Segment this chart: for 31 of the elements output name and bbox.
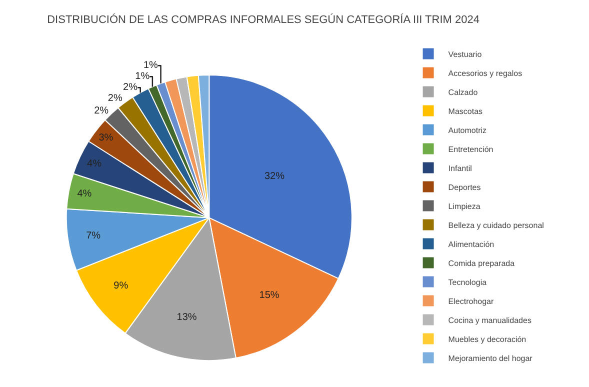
legend-label: Comida preparada	[448, 258, 516, 268]
legend-label: Electrohogar	[448, 296, 494, 306]
data-label: 7%	[86, 230, 101, 242]
legend-label: Cocina y manualidades	[448, 316, 532, 325]
data-label: 9%	[114, 280, 128, 292]
data-label: 3%	[98, 132, 114, 144]
legend-label: Mejoramiento del hogar	[448, 354, 533, 363]
legend-label: Automotriz	[448, 126, 487, 135]
legend-label: Alimentación	[448, 240, 494, 249]
legend-label: Vestuario	[448, 50, 482, 59]
chart-title: DISTRIBUCIÓN DE LAS COMPRAS INFORMALES SEGÚN CATEGORÍA III TRIM 2024	[47, 13, 480, 26]
legend-label: Accesorios y regalos	[448, 68, 522, 78]
data-label: 2%	[94, 105, 109, 116]
data-label: 15%	[259, 290, 280, 301]
data-label: 4%	[87, 158, 102, 170]
legend-label: Muebles y decoración	[448, 334, 526, 344]
data-label: 2%	[123, 82, 138, 94]
legend-label: Tecnologia	[448, 278, 488, 287]
data-label: 4%	[77, 188, 92, 200]
legend-label: Infantil	[448, 164, 472, 173]
data-label: 1%	[135, 71, 150, 82]
legend-label: Limpieza	[448, 202, 481, 211]
legend-label: Entretención	[448, 144, 494, 154]
legend-label: Belleza y cuidado personal	[448, 220, 544, 230]
legend-label: Calzado	[448, 88, 478, 97]
data-label: 13%	[176, 312, 197, 324]
legend-label: Mascotas	[448, 106, 483, 116]
data-label: 32%	[264, 170, 285, 182]
legend-label: Deportes	[448, 182, 481, 192]
data-label: 1%	[143, 60, 158, 72]
data-label: 2%	[108, 93, 122, 104]
